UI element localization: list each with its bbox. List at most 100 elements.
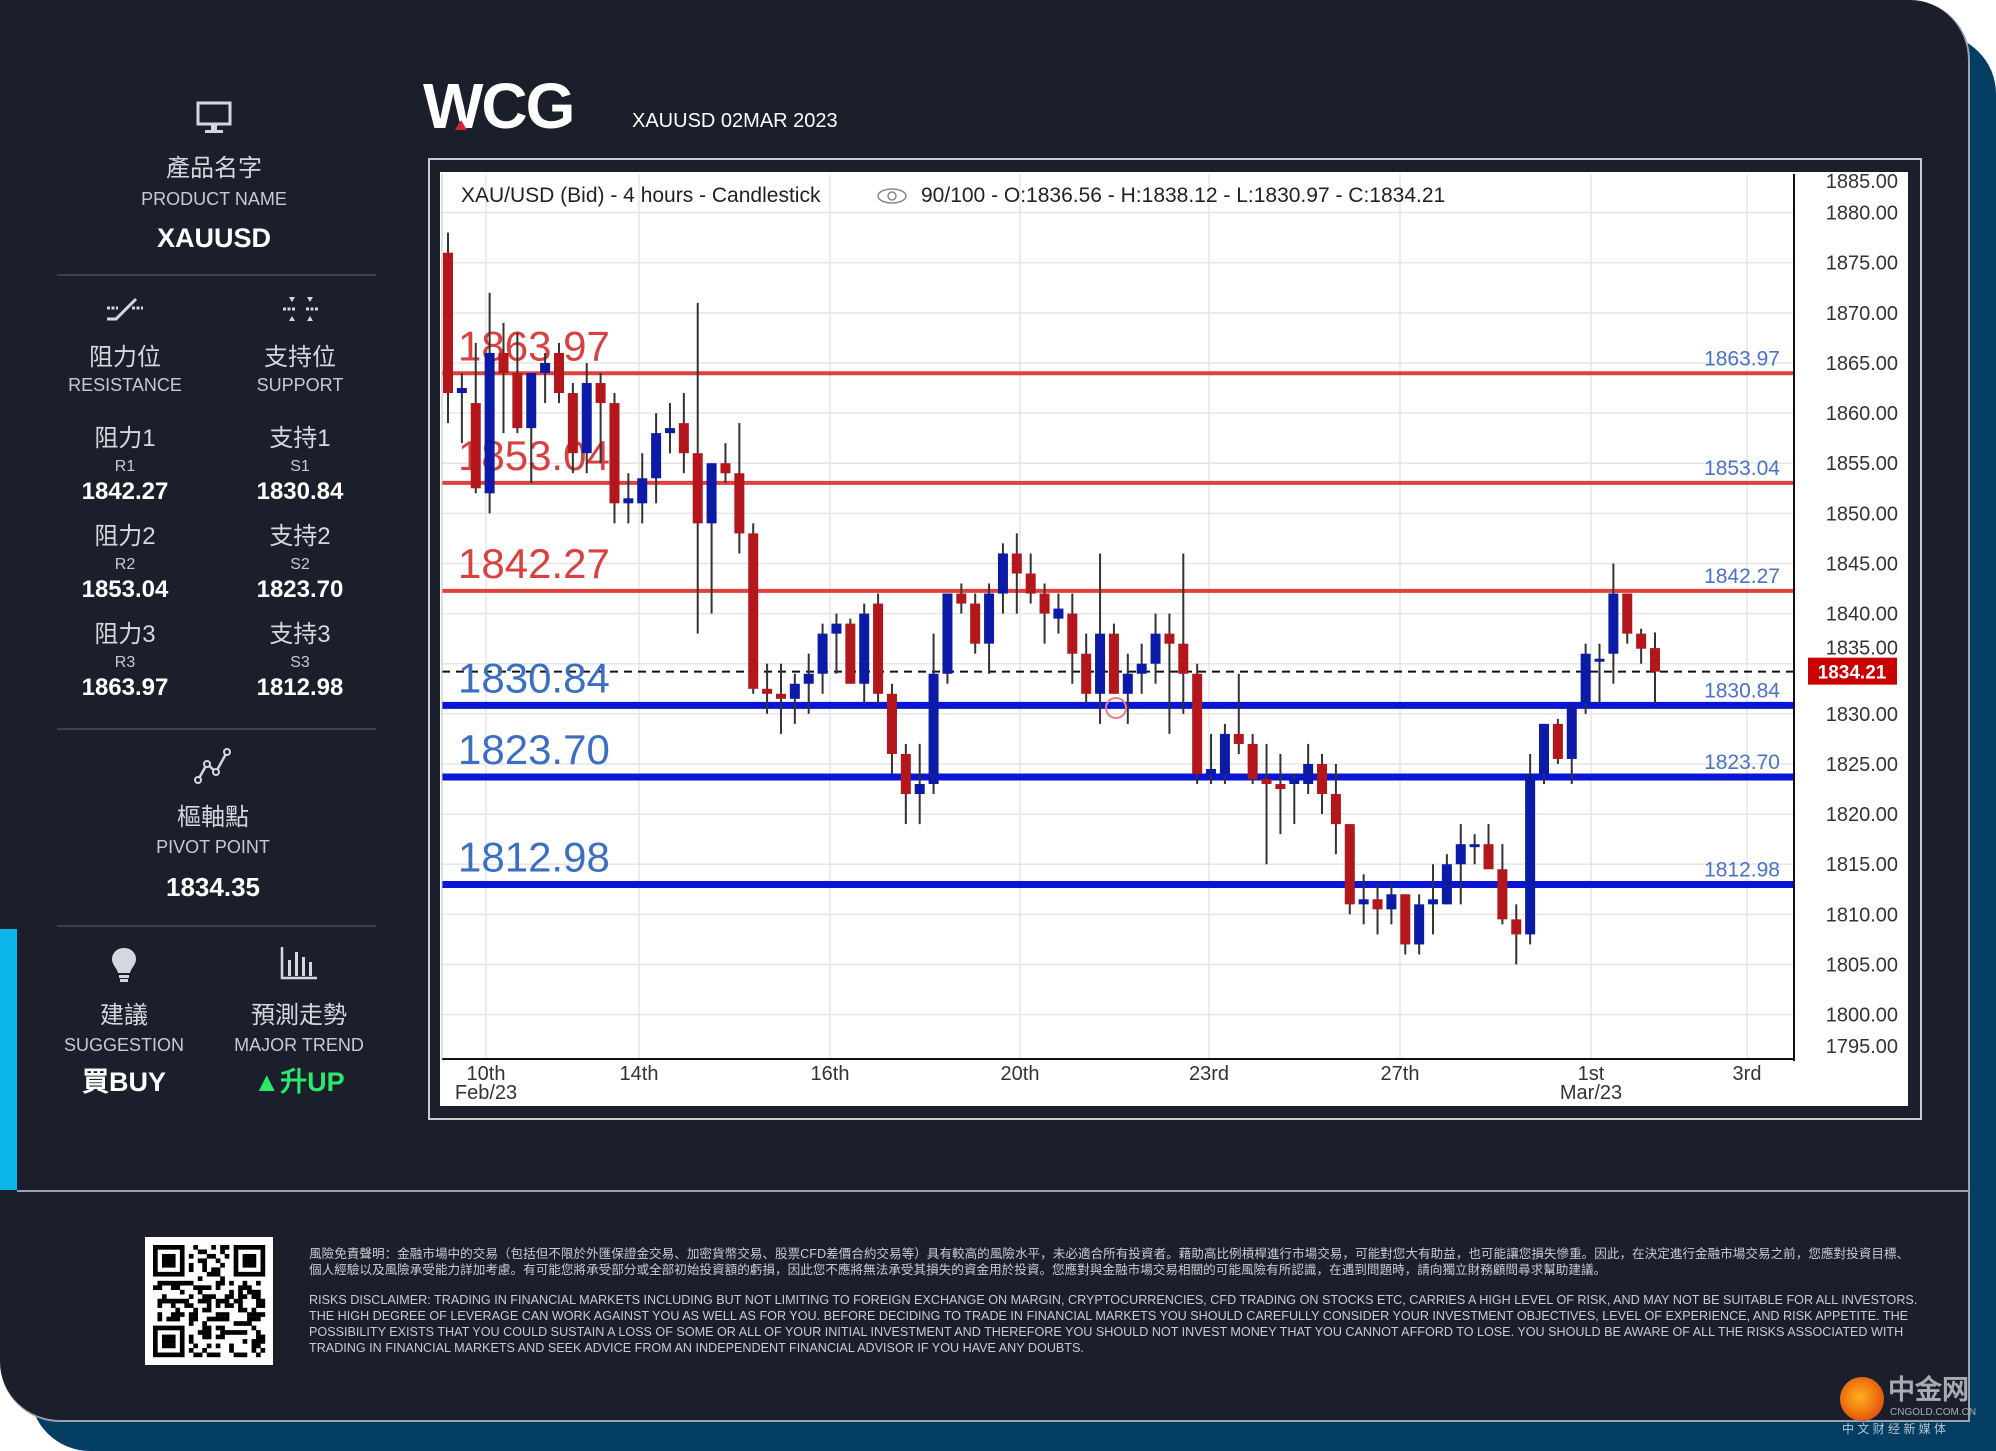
candle xyxy=(859,603,870,704)
bar-chart-icon xyxy=(280,947,317,980)
qr-module xyxy=(193,1316,198,1322)
trend-value-text: 升UP xyxy=(280,1067,345,1097)
candle xyxy=(651,413,662,504)
candle-body xyxy=(1386,894,1397,910)
qr-module xyxy=(238,1285,243,1290)
qr-module xyxy=(193,1343,198,1349)
product-label-en: PRODUCT NAME xyxy=(141,189,287,209)
candle xyxy=(540,352,551,404)
qr-module xyxy=(197,1285,203,1290)
candle-body xyxy=(1261,779,1272,785)
candle-body xyxy=(1011,553,1022,574)
qr-module xyxy=(193,1307,198,1313)
candle-body xyxy=(1192,673,1203,774)
resistance-line-icon xyxy=(107,297,143,321)
qr-module xyxy=(256,1245,261,1250)
qr-module xyxy=(161,1271,167,1277)
qr-module xyxy=(193,1352,198,1358)
qr-module xyxy=(175,1352,181,1358)
candle-body xyxy=(484,352,495,494)
candle xyxy=(1303,743,1314,795)
candle xyxy=(443,232,453,424)
qr-module xyxy=(179,1245,185,1250)
qr-module xyxy=(166,1316,172,1322)
y-tick-label: 1860.00 xyxy=(1826,403,1898,425)
qr-module xyxy=(188,1339,194,1344)
qr-module xyxy=(206,1334,212,1340)
disclaimer-zh: 風險免責聲明：金融市場中的交易（包括但不限於外匯保證金交易、加密貨幣交易、股票C… xyxy=(309,1247,1910,1277)
qr-module xyxy=(215,1316,221,1322)
candle xyxy=(484,292,495,514)
candle-body xyxy=(553,352,564,394)
qr-module xyxy=(211,1253,216,1259)
x-tick-label: 10th xyxy=(467,1063,506,1085)
qr-module xyxy=(256,1352,261,1358)
qr-module xyxy=(179,1271,185,1277)
qr-module xyxy=(161,1298,167,1304)
up-arrow-icon: ▲ xyxy=(253,1067,281,1097)
qr-module xyxy=(179,1325,185,1331)
candle-body xyxy=(1053,608,1064,619)
qr-module xyxy=(242,1339,248,1344)
qr-module xyxy=(161,1352,167,1358)
candle xyxy=(1344,824,1355,915)
candle xyxy=(595,373,606,464)
qr-module xyxy=(229,1303,234,1308)
qr-module xyxy=(161,1280,167,1286)
candle-body xyxy=(1178,643,1189,674)
candle-body xyxy=(1441,864,1452,905)
candle-body xyxy=(956,593,967,604)
qr-module xyxy=(211,1267,216,1273)
candle-body xyxy=(595,383,606,404)
qr-module xyxy=(161,1262,167,1268)
candle-body xyxy=(1344,824,1355,905)
qr-module xyxy=(179,1267,185,1273)
candle-body xyxy=(1275,784,1286,790)
qr-module xyxy=(247,1321,252,1326)
support-level-big-label: 1812.98 xyxy=(458,833,610,880)
candle xyxy=(553,342,564,404)
candle xyxy=(1580,643,1591,714)
qr-code-icon[interactable] xyxy=(145,1237,273,1365)
qr-module xyxy=(238,1298,243,1304)
candle xyxy=(1608,563,1619,684)
candle xyxy=(1011,533,1022,614)
candle-body xyxy=(456,388,467,394)
disclaimer-block: 風險免責聲明：金融市場中的交易（包括但不限於外匯保證金交易、加密貨幣交易、股票C… xyxy=(309,1246,1919,1356)
candle xyxy=(762,663,773,714)
qr-module xyxy=(220,1280,225,1286)
x-tick-label: 14th xyxy=(620,1063,659,1085)
y-tick-label: 1835.00 xyxy=(1826,638,1898,660)
candle xyxy=(512,332,523,434)
resistance-level-small-label: 1853.04 xyxy=(1704,457,1780,480)
candle-body xyxy=(1414,904,1425,945)
candle-body xyxy=(1400,894,1411,945)
s3-label: 支持3 xyxy=(269,621,331,648)
y-tick-label: 1815.00 xyxy=(1826,854,1898,876)
qr-module xyxy=(256,1316,261,1322)
candle xyxy=(1400,894,1411,955)
candle xyxy=(970,593,981,654)
qr-module xyxy=(242,1245,248,1250)
r3-value: 1863.97 xyxy=(81,674,169,701)
qr-module xyxy=(215,1334,221,1340)
candle xyxy=(720,443,731,484)
candle-body xyxy=(831,623,842,634)
qr-module xyxy=(202,1330,207,1335)
candle xyxy=(637,453,648,524)
support-line-icon xyxy=(283,297,319,321)
candle-body xyxy=(1650,648,1660,672)
qr-module xyxy=(242,1253,248,1259)
eye-icon xyxy=(877,188,907,204)
trend-label-en: MAJOR TREND xyxy=(234,1035,364,1055)
candle-body xyxy=(1206,768,1217,774)
qr-module xyxy=(256,1312,261,1317)
candle-body xyxy=(762,688,773,694)
support-level-small-label: 1830.84 xyxy=(1704,679,1780,702)
qr-module xyxy=(260,1245,266,1250)
qr-module xyxy=(220,1316,225,1322)
qr-module xyxy=(206,1294,212,1299)
qr-module xyxy=(175,1298,181,1304)
x-tick-label: 3rd xyxy=(1733,1063,1762,1085)
qr-module xyxy=(238,1294,243,1299)
